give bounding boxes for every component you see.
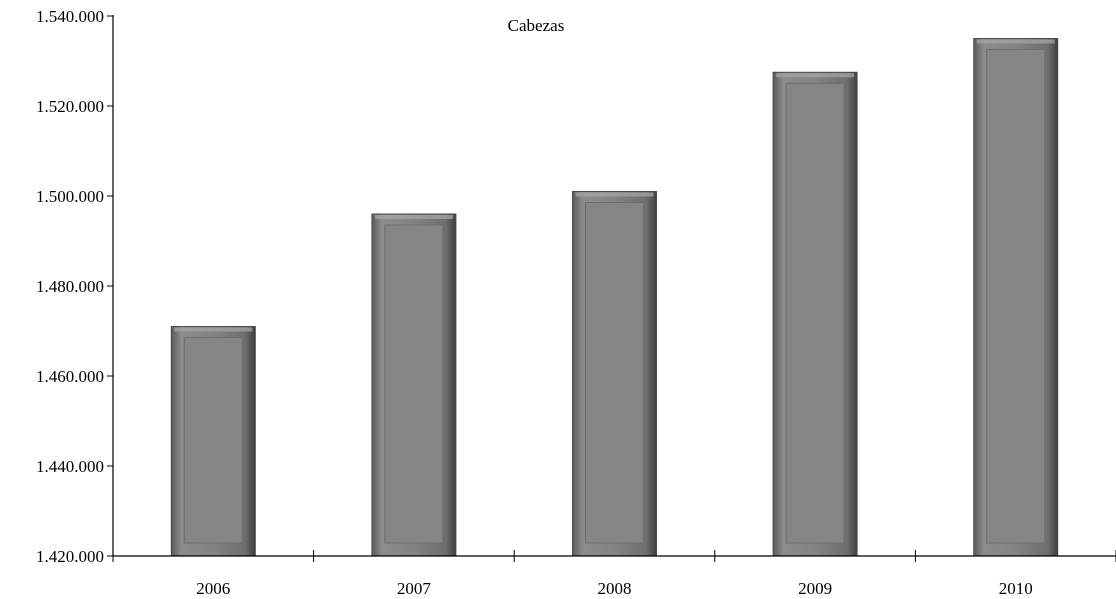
- y-tick-label: 1.460.000: [36, 367, 104, 386]
- chart-title: Cabezas: [508, 16, 565, 35]
- bar-inner-panel: [785, 82, 845, 544]
- bar-top-highlight: [776, 73, 855, 78]
- bar-2009: [772, 71, 858, 557]
- bar-2008: [572, 191, 657, 557]
- bar-2010: [973, 38, 1059, 557]
- y-tick-label: 1.440.000: [36, 457, 104, 476]
- x-tick-label: 2006: [196, 579, 230, 598]
- bar-top-highlight: [174, 327, 253, 332]
- bar-inner-panel: [986, 49, 1046, 544]
- axes: 1.420.000 1.440.000 1.460.000 1.480.000 1.50…: [36, 7, 1116, 598]
- y-tick-label: 1.520.000: [36, 97, 104, 116]
- x-tick-label: 2009: [798, 579, 832, 598]
- y-tick-label: 1.540.000: [36, 7, 104, 26]
- y-tick-label: 1.500.000: [36, 187, 104, 206]
- bar-inner-panel: [384, 224, 444, 544]
- x-tick-label: 2010: [999, 579, 1033, 598]
- x-tick-label: 2008: [598, 579, 632, 598]
- bar-top-highlight: [976, 39, 1055, 44]
- y-tick-label: 1.420.000: [36, 547, 104, 566]
- bar-top-highlight: [575, 192, 654, 197]
- bar-inner-panel: [585, 202, 644, 544]
- bars: [170, 38, 1059, 557]
- bar-top-highlight: [374, 215, 453, 219]
- bar-inner-panel: [183, 337, 243, 544]
- x-tick-label: 2007: [397, 579, 432, 598]
- bar-2007: [371, 213, 457, 557]
- bar-2006: [170, 326, 256, 557]
- y-tick-label: 1.480.000: [36, 277, 104, 296]
